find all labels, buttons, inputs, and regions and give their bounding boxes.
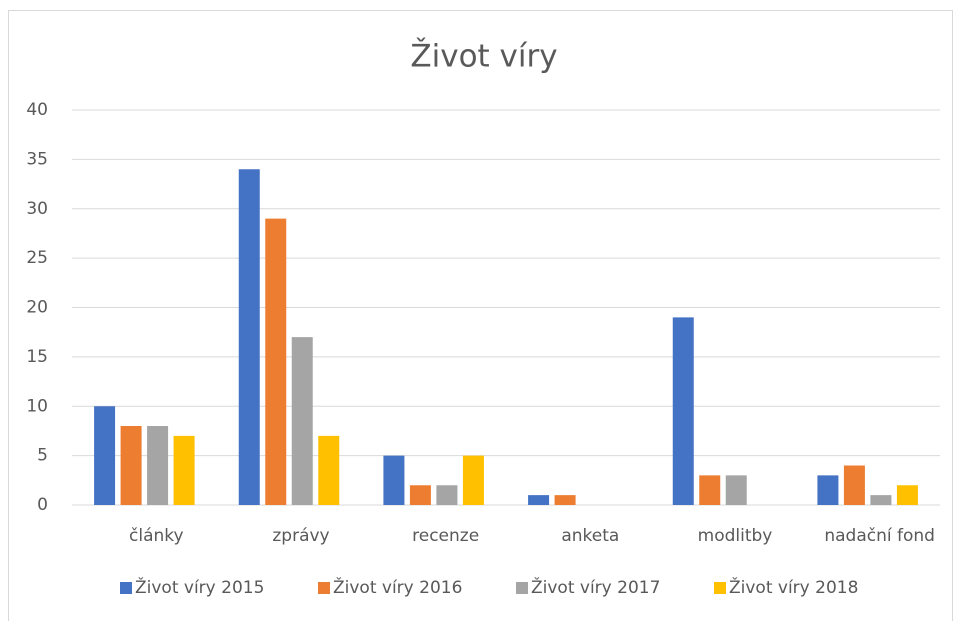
legend-swatch bbox=[714, 582, 726, 594]
y-tick-label: 40 bbox=[26, 100, 48, 120]
legend-label: Život víry 2017 bbox=[531, 576, 660, 598]
bar bbox=[94, 406, 116, 505]
bar bbox=[265, 218, 287, 505]
bar bbox=[436, 485, 458, 505]
y-tick-label: 5 bbox=[37, 446, 48, 466]
bar bbox=[528, 495, 550, 505]
legend-swatch bbox=[120, 582, 132, 594]
legend-label: Život víry 2018 bbox=[729, 576, 858, 598]
bar bbox=[672, 317, 694, 505]
legend-label: Život víry 2015 bbox=[135, 576, 264, 598]
bar bbox=[120, 426, 142, 505]
bar bbox=[843, 465, 865, 505]
legend-swatch bbox=[318, 582, 330, 594]
bar bbox=[725, 475, 747, 505]
y-tick-label: 20 bbox=[26, 298, 48, 318]
bar bbox=[238, 169, 260, 505]
x-tick-label: články bbox=[129, 526, 184, 546]
bar bbox=[409, 485, 431, 505]
bar bbox=[817, 475, 839, 505]
x-tick-label: anketa bbox=[561, 526, 619, 546]
x-tick-label: modlitby bbox=[698, 526, 773, 546]
bar bbox=[383, 455, 405, 505]
chart-border bbox=[8, 10, 953, 621]
bar bbox=[870, 495, 892, 505]
y-tick-label: 10 bbox=[26, 396, 48, 416]
y-tick-label: 0 bbox=[37, 495, 48, 515]
bar bbox=[699, 475, 721, 505]
bar bbox=[147, 426, 169, 505]
x-tick-label: nadační fond bbox=[824, 526, 935, 546]
y-tick-label: 15 bbox=[26, 347, 48, 367]
x-tick-label: recenze bbox=[412, 526, 479, 546]
bar bbox=[554, 495, 576, 505]
chart-title: Život víry bbox=[410, 39, 557, 75]
legend-label: Život víry 2016 bbox=[333, 576, 462, 598]
legend-swatch bbox=[516, 582, 528, 594]
bar bbox=[291, 337, 313, 505]
y-tick-label: 35 bbox=[26, 149, 48, 169]
bar bbox=[896, 485, 918, 505]
bar bbox=[462, 455, 484, 505]
bar bbox=[173, 435, 195, 505]
x-tick-label: zprávy bbox=[272, 526, 329, 546]
bar bbox=[318, 435, 340, 505]
y-tick-label: 25 bbox=[26, 248, 48, 268]
y-tick-label: 30 bbox=[26, 199, 48, 219]
